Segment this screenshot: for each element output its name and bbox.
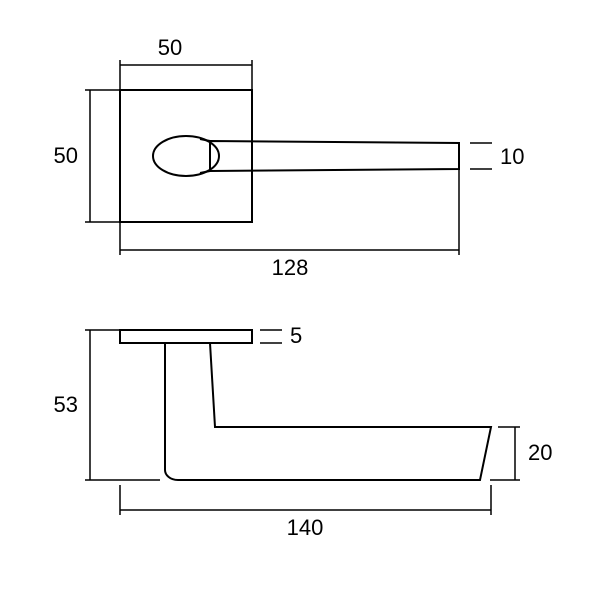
dim-length: 140 bbox=[120, 485, 491, 540]
dim-lever-thickness-label: 10 bbox=[500, 144, 524, 169]
dim-end-height: 20 bbox=[490, 427, 552, 480]
mounting-plate bbox=[120, 330, 252, 343]
rosette-plate bbox=[120, 90, 252, 222]
dim-depth-label: 53 bbox=[54, 392, 78, 417]
dim-end-height-label: 20 bbox=[528, 440, 552, 465]
dim-rosette-height: 50 bbox=[54, 90, 120, 222]
dim-plate-thickness: 5 bbox=[260, 323, 302, 348]
dimension-drawing: 50 50 128 10 bbox=[0, 0, 600, 600]
front-view: 50 50 128 10 bbox=[54, 35, 525, 280]
dim-depth: 53 bbox=[54, 330, 160, 480]
dim-rosette-height-label: 50 bbox=[54, 143, 78, 168]
dim-lever-thickness: 10 bbox=[470, 143, 524, 169]
dim-lever-length-label: 128 bbox=[272, 255, 309, 280]
dim-rosette-width-label: 50 bbox=[158, 35, 182, 60]
dim-rosette-width: 50 bbox=[120, 35, 252, 90]
top-view: 5 53 20 140 bbox=[54, 323, 553, 540]
dim-lever-length: 128 bbox=[120, 170, 459, 280]
lever-bar-front bbox=[210, 141, 459, 171]
dim-plate-thickness-label: 5 bbox=[290, 323, 302, 348]
lever-body-top bbox=[165, 343, 491, 480]
dim-length-label: 140 bbox=[287, 515, 324, 540]
